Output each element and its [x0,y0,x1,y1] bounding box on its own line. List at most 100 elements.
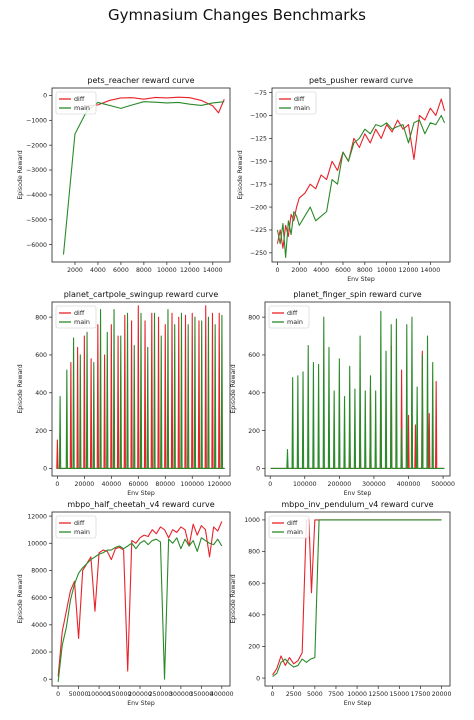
y-tick-label: −150 [250,158,267,165]
x-tick-label: 12500 [368,691,388,698]
x-tick-label: 8000 [136,267,152,274]
x-tick-label: 60000 [128,481,148,488]
y-tick-label: 800 [248,314,260,321]
legend-label-diff: diff [287,519,298,527]
x-tick-label: 0 [275,267,279,274]
y-tick-label: 0 [43,676,47,683]
y-tick-label: −1000 [26,118,47,125]
legend-label-diff: diff [287,309,298,317]
x-tick-label: 6000 [335,267,351,274]
x-tick-label: 2000 [291,267,307,274]
legend-label-main: main [74,528,90,536]
y-tick-label: 600 [248,352,260,359]
y-tick-label: 6000 [31,595,47,602]
y-tick-label: 800 [35,314,47,321]
legend-label-main: main [294,104,310,112]
y-tick-label: −125 [250,136,267,143]
subplot-4: planet_finger_spin reward curve 0 100000 20… [230,290,455,497]
x-tick-label: 2000 [67,267,83,274]
subplot-title: pets_pusher reward curve [309,76,413,85]
axes-frame [51,511,231,687]
x-tick-label: 10000 [347,691,367,698]
y-axis-label: Episode Reward [237,150,244,199]
y-tick-label: 0 [43,466,47,473]
series-line-main [57,309,225,469]
x-axis-label: Env Step [127,700,155,707]
y-tick-label: 0 [43,93,47,100]
y-tick-label: −6000 [26,242,47,249]
y-tick-label: 1000 [244,517,260,524]
y-tick-label: −100 [250,113,267,120]
x-tick-label: 17500 [411,691,431,698]
legend-label-main: main [74,318,90,326]
legend-label-main: main [287,528,303,536]
x-tick-label: 100000 [293,481,317,488]
y-tick-label: 400 [35,390,47,397]
x-tick-label: 10000 [157,267,177,274]
legend-label-diff: diff [294,95,305,103]
axes-frame [271,87,451,263]
subplot-title: mbpo_inv_pendulum_v4 reward curve [281,500,433,509]
subplot-6: mbpo_inv_pendulum_v4 reward curve 0 2500 50… [230,500,451,707]
figure-title: Gymnasium Changes Benchmarks [108,6,366,24]
y-tick-label: 2000 [31,649,47,656]
series-line-main [270,310,445,469]
x-tick-label: 100000 [87,691,111,698]
y-tick-label: −4000 [26,192,47,199]
y-axis-label: Episode Reward [230,574,237,623]
legend-label-main: main [74,104,90,112]
x-tick-label: 250000 [149,691,173,698]
y-tick-label: 0 [256,675,260,682]
x-tick-label: 200000 [328,481,352,488]
x-tick-label: 7500 [328,691,344,698]
series-line-main [62,101,225,255]
x-tick-label: 150000 [108,691,132,698]
x-axis-label: Env Step [344,700,372,707]
x-tick-label: 8000 [357,267,373,274]
x-tick-label: 0 [55,481,59,488]
legend-label-diff: diff [74,309,85,317]
subplot-2: pets_pusher reward curve 0 2000 4000 6000 800… [237,76,451,283]
y-axis-label: Episode Reward [17,574,24,623]
y-tick-label: −200 [250,204,267,211]
y-tick-label: −175 [250,181,267,188]
y-tick-label: −5000 [26,217,47,224]
x-tick-label: 4000 [90,267,106,274]
x-axis-label: Env Step [127,490,155,497]
y-tick-label: 400 [248,612,260,619]
x-tick-label: 400000 [210,691,234,698]
legend-label-main: main [287,318,303,326]
x-tick-label: 10000 [377,267,397,274]
y-tick-label: −250 [250,250,267,257]
subplot-1: pets_reacher reward curve 2000 4000 6000 800… [17,76,231,274]
y-tick-label: −225 [250,227,267,234]
subplot-title: planet_finger_spin reward curve [293,290,422,299]
x-tick-label: 500000 [431,481,455,488]
subplot-title: pets_reacher reward curve [87,76,194,85]
x-tick-label: 20000 [75,481,95,488]
axes-frame [51,301,231,477]
x-tick-label: 120000 [207,481,231,488]
axes-frame [264,511,451,687]
x-tick-label: 400000 [397,481,421,488]
x-tick-label: 80000 [155,481,175,488]
legend-label-diff: diff [74,519,85,527]
y-tick-label: −2000 [26,142,47,149]
y-tick-label: 0 [256,466,260,473]
x-axis-label: Env Step [347,276,375,283]
subplot-title: mbpo_half_cheetah_v4 reward curve [67,500,214,509]
x-axis-label: Env Step [344,490,372,497]
x-tick-label: 100000 [180,481,204,488]
x-tick-label: 15000 [389,691,409,698]
y-tick-label: 200 [248,428,260,435]
y-tick-label: 8000 [31,568,47,575]
y-tick-label: 600 [35,352,47,359]
subplot-title: planet_cartpole_swingup reward curve [64,290,219,299]
series-line-diff [86,96,225,114]
